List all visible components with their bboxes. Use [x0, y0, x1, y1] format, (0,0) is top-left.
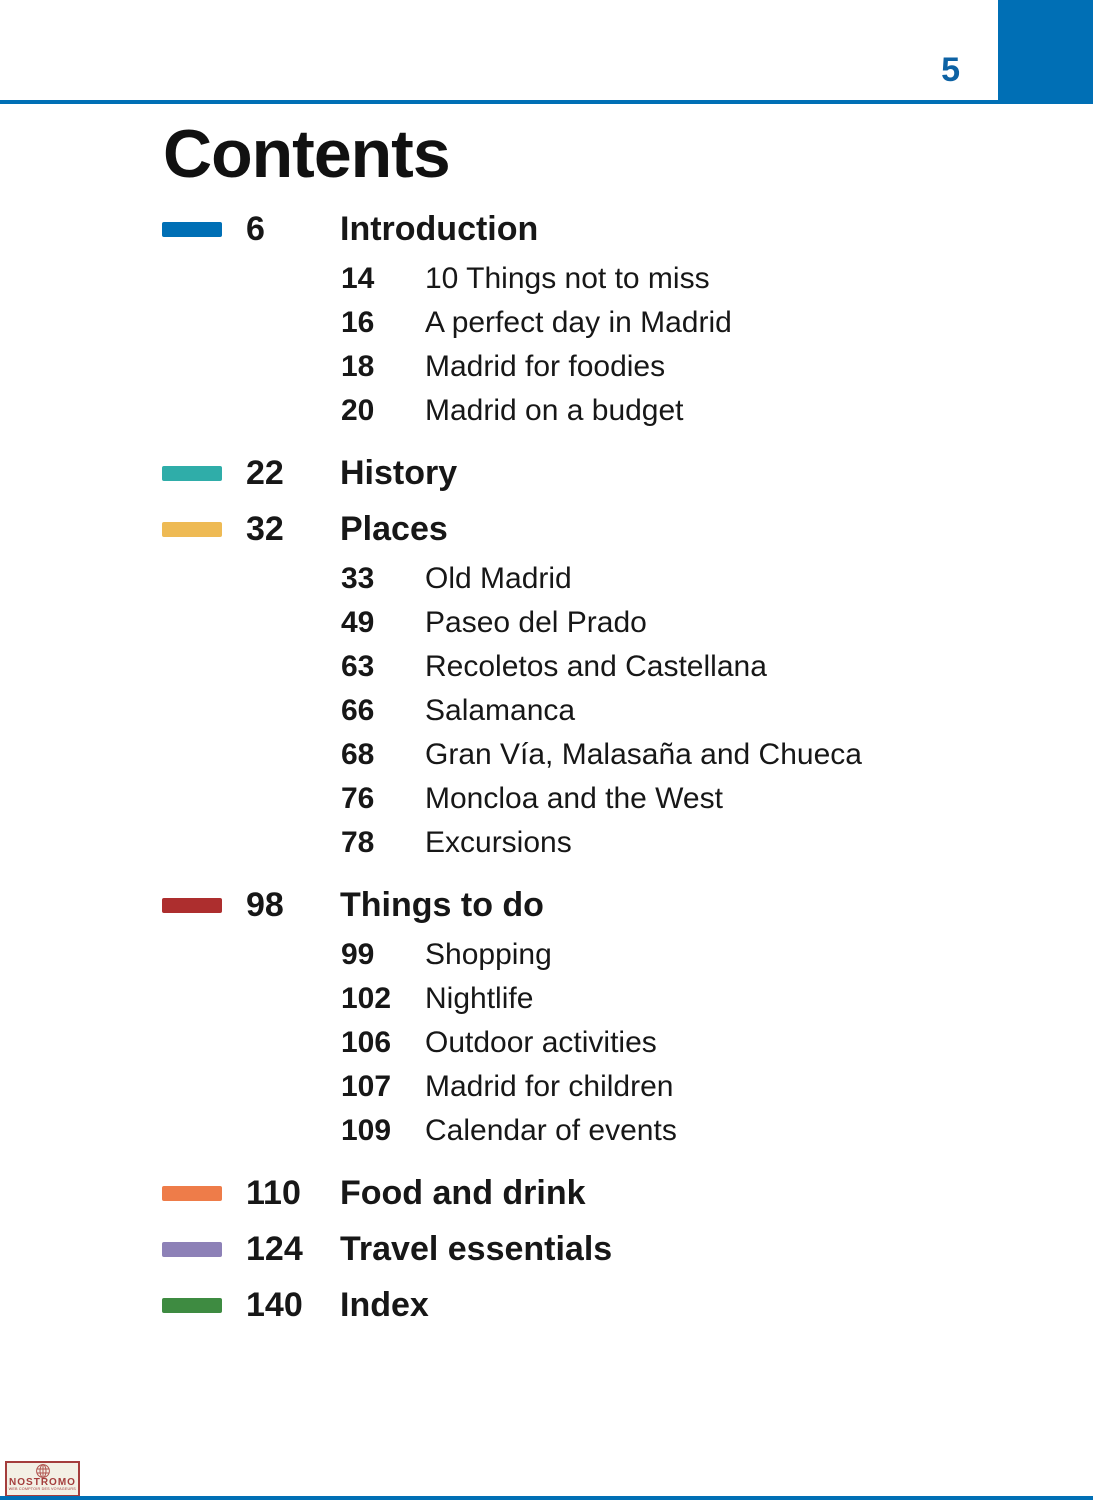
sub-title: Madrid on a budget — [425, 394, 684, 427]
toc-section: 110 Food and drink — [162, 1169, 1093, 1217]
sub-page-number: 66 — [341, 694, 375, 727]
sub-page-number: 109 — [341, 1114, 392, 1147]
sub-title: Outdoor activities — [425, 1026, 657, 1059]
watermark-tagline: WEB COMPTOIR DES VOYAGEURS — [8, 1487, 77, 1492]
sub-title: Recoletos and Castellana — [425, 650, 767, 683]
toc-subsection: 49 Paseo del Prado — [162, 601, 1093, 645]
toc-list: 6 Introduction 14 10 Things not to miss 16 A … — [0, 205, 1093, 1329]
section-title: Introduction — [340, 209, 539, 248]
section-title: Things to do — [340, 885, 544, 924]
toc-subsection: 63 Recoletos and Castellana — [162, 645, 1093, 689]
toc-section: 32 Places — [162, 505, 1093, 553]
toc-subsection: 20 Madrid on a budget — [162, 389, 1093, 433]
section-page-number: 6 — [246, 209, 265, 248]
sub-title: Salamanca — [425, 694, 576, 727]
toc-subsection: 76 Moncloa and the West — [162, 777, 1093, 821]
toc-subsection: 14 10 Things not to miss — [162, 257, 1093, 301]
sub-page-number: 102 — [341, 982, 392, 1015]
section-title: Index — [340, 1285, 429, 1324]
section-color-bar — [162, 465, 222, 481]
toc-subsection: 102 Nightlife — [162, 977, 1093, 1021]
sub-title: Old Madrid — [425, 562, 572, 595]
section-title: Places — [340, 509, 448, 548]
sub-title: Excursions — [425, 826, 572, 859]
toc-subsection: 106 Outdoor activities — [162, 1021, 1093, 1065]
page-title: Contents — [163, 116, 451, 192]
nostromo-watermark: NOSTROMO WEB COMPTOIR DES VOYAGEURS — [5, 1461, 80, 1497]
watermark-name: NOSTROMO — [9, 1477, 76, 1488]
section-title: History — [340, 453, 458, 492]
section-page-number: 110 — [246, 1173, 301, 1212]
section-page-number: 32 — [246, 509, 284, 548]
toc-subsection: 109 Calendar of events — [162, 1109, 1093, 1153]
section-page-number: 22 — [246, 453, 284, 492]
bottom-rule — [0, 1496, 1093, 1500]
toc-section: 98 Things to do — [162, 881, 1093, 929]
section-color-bar — [162, 897, 222, 913]
sub-title: Madrid for children — [425, 1070, 674, 1103]
toc-subsection: 66 Salamanca — [162, 689, 1093, 733]
sub-page-number: 16 — [341, 306, 375, 339]
toc-subsection: 68 Gran Vía, Malasaña and Chueca — [162, 733, 1093, 777]
section-color-bar — [162, 1297, 222, 1313]
sub-page-number: 106 — [341, 1026, 392, 1059]
toc-subsection: 18 Madrid for foodies — [162, 345, 1093, 389]
sub-page-number: 14 — [341, 262, 375, 295]
sub-title: Nightlife — [425, 982, 534, 1015]
toc-subsection: 33 Old Madrid — [162, 557, 1093, 601]
section-color-bar — [162, 1185, 222, 1201]
sub-title: Shopping — [425, 938, 552, 971]
section-title: Travel essentials — [340, 1229, 613, 1268]
section-page-number: 98 — [246, 885, 284, 924]
sub-page-number: 107 — [341, 1070, 392, 1103]
toc-section: 140 Index — [162, 1281, 1093, 1329]
sub-title: Paseo del Prado — [425, 606, 647, 639]
sub-title: A perfect day in Madrid — [425, 306, 732, 339]
section-title: Food and drink — [340, 1173, 586, 1212]
sub-page-number: 68 — [341, 738, 375, 771]
sub-title: Moncloa and the West — [425, 782, 723, 815]
sub-page-number: 78 — [341, 826, 375, 859]
section-color-bar — [162, 221, 222, 237]
section-color-bar — [162, 1241, 222, 1257]
sub-title: Calendar of events — [425, 1114, 677, 1147]
toc-section: 6 Introduction — [162, 205, 1093, 253]
page-number: 5 — [941, 51, 960, 89]
sub-page-number: 76 — [341, 782, 375, 815]
corner-block — [998, 0, 1093, 104]
sub-title: Gran Vía, Malasaña and Chueca — [425, 738, 862, 771]
globe-icon — [35, 1464, 50, 1478]
toc-subsection: 99 Shopping — [162, 933, 1093, 977]
toc-subsection: 107 Madrid for children — [162, 1065, 1093, 1109]
toc-subsection: 78 Excursions — [162, 821, 1093, 865]
sub-page-number: 49 — [341, 606, 375, 639]
sub-page-number: 20 — [341, 394, 375, 427]
toc-subsection: 16 A perfect day in Madrid — [162, 301, 1093, 345]
toc-section: 22 History — [162, 449, 1093, 497]
section-page-number: 124 — [246, 1229, 303, 1268]
sub-title: Madrid for foodies — [425, 350, 666, 383]
sub-page-number: 33 — [341, 562, 375, 595]
sub-page-number: 18 — [341, 350, 375, 383]
sub-page-number: 63 — [341, 650, 375, 683]
section-page-number: 140 — [246, 1285, 303, 1324]
toc-section: 124 Travel essentials — [162, 1225, 1093, 1273]
section-color-bar — [162, 521, 222, 537]
sub-page-number: 99 — [341, 938, 375, 971]
sub-title: 10 Things not to miss — [425, 262, 710, 295]
page-header: 5 — [0, 0, 1093, 104]
